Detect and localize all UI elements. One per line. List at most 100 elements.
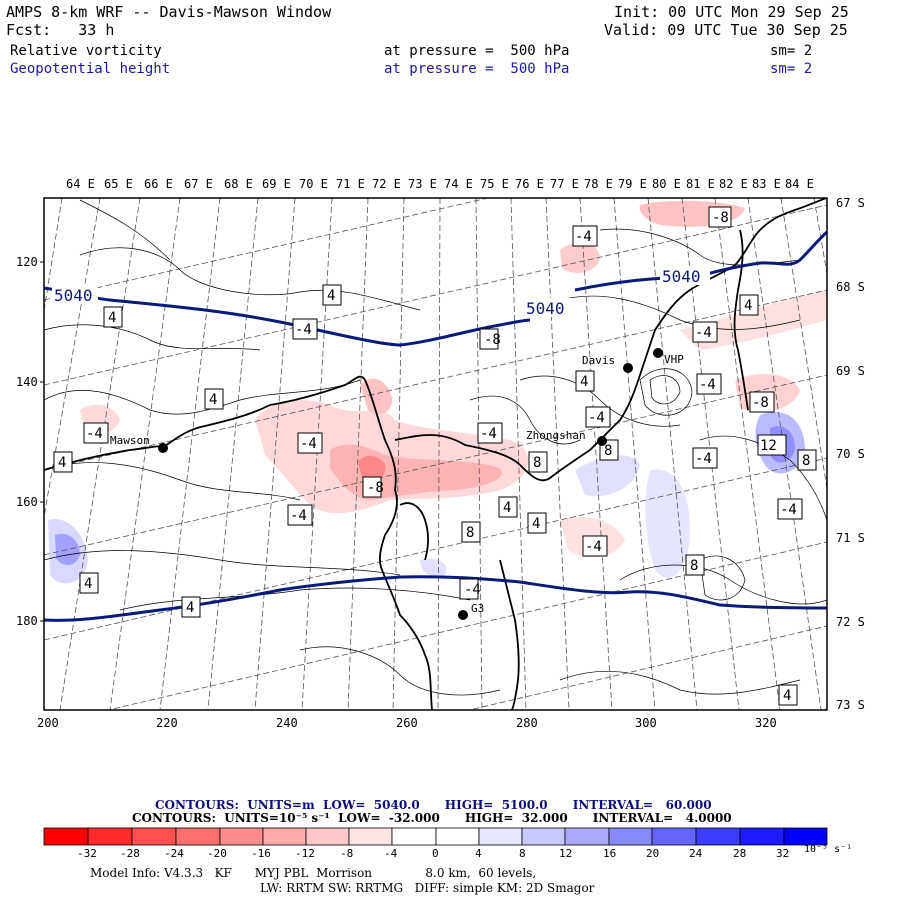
svg-text:-4: -4 [699,377,716,393]
svg-text:-4: -4 [695,325,712,341]
y-tick: 180 [16,614,38,628]
colorbar-ticks: -32 -28 -24 -20 -16 -12 -8 -4 0 4 8 12 1… [77,844,852,860]
colorbar-tick: -32 [77,847,97,860]
height-label: 5040 [526,299,565,318]
model-info-line2: LW: RRTM SW: RRTMG DIFF: simple KM: 2D S… [260,881,595,895]
colorbar-swatch [348,827,393,846]
lat-label: 69 S [836,364,865,378]
lat-label: 72 S [836,615,865,629]
contour-label: 8 [528,451,548,473]
lon-label: 64 E [66,177,95,191]
x-tick: 200 [37,716,59,730]
svg-text:-4: -4 [588,410,605,426]
svg-text:-4: -4 [86,426,103,442]
colorbar-swatch [651,827,697,846]
colorbar-unit: 10⁻⁵ s⁻¹ [804,844,852,855]
colorbar-swatch [478,827,523,846]
colorbar-swatch [262,827,307,846]
field1-level: at pressure = 500 hPa [384,43,570,59]
colorbar-tick: 28 [733,847,746,860]
colorbar-swatch [783,827,828,846]
stations: Mawson Davis VHP Zhongshan G3 [110,348,684,620]
colorbar-swatch [219,827,264,846]
contour-label: -4 [83,422,109,444]
station-label: Davis [582,354,615,367]
lat-label: 67 S [836,196,865,210]
contour-label: 4 [575,370,595,392]
svg-text:4: 4 [327,288,335,304]
colorbar-tick: -8 [340,847,353,860]
field2-name: Geopotential height [10,61,171,77]
lon-label: 78 E [584,177,613,191]
svg-text:4: 4 [744,298,752,314]
svg-text:8: 8 [690,558,698,574]
contour-label: -4 [692,321,718,343]
colorbar-tick: -28 [120,847,140,860]
contour-label: 4 [181,596,201,618]
colorbar-tick: 24 [689,847,703,860]
lon-label: 77 E [550,177,579,191]
lon-label: 65 E [104,177,133,191]
contour-label: -4 [582,535,608,557]
station-dot [623,363,633,373]
svg-text:-4: -4 [695,451,712,467]
svg-text:-4: -4 [300,436,317,452]
map-frame [43,197,828,711]
svg-text:8: 8 [533,455,541,471]
colorbar-swatch [305,827,350,846]
contour-label: -4 [477,422,503,444]
lon-label: 74 E [444,177,473,191]
colorbar-swatch [564,827,610,846]
lon-label: 75 E [480,177,509,191]
color-bar [43,827,828,846]
svg-text:-4: -4 [464,582,481,598]
lon-label: 76 E [515,177,544,191]
height-contour [44,286,531,347]
svg-text:12: 12 [760,438,777,454]
vorticity-contour-legend: CONTOURS: UNITS=10⁻⁵ s⁻¹ LOW= -32.000 HI… [132,811,732,825]
colorbar-tick: -12 [295,847,315,860]
height-contours [44,230,827,622]
svg-text:-4: -4 [480,426,497,442]
station-label: VHP [664,353,684,366]
station-dot [597,436,607,446]
lat-label: 71 S [836,531,865,545]
x-tick: 220 [156,716,178,730]
height-label: 5040 [54,286,93,305]
pos-vorticity-patch [645,469,690,578]
colorbar-swatch [608,827,653,846]
lon-label: 84 E [785,177,814,191]
left-grid-ticks: 120 140 160 180 [16,255,38,628]
contour-label: 4 [103,306,123,328]
contour-label: -8 [749,391,775,413]
station-dot [458,610,468,620]
field2-level: at pressure = 500 hPa [384,61,570,77]
svg-text:4: 4 [532,516,540,532]
svg-text:4: 4 [84,576,92,592]
svg-text:8: 8 [466,525,474,541]
colorbar-swatch [435,827,480,846]
contour-label: -4 [459,578,481,600]
y-tick: 160 [16,495,38,509]
svg-text:-8: -8 [712,210,729,226]
station-label: Zhongshan [526,429,586,442]
colorbar-swatch [521,827,566,846]
neg-vorticity-patch [560,242,600,273]
colorbar-tick: -4 [384,847,398,860]
colorbar-tick: 8 [519,847,526,860]
colorbar-tick: -20 [207,847,227,860]
y-tick: 140 [16,375,38,389]
contour-label: -4 [585,406,611,428]
field1-name: Relative vorticity [10,43,162,59]
colorbar-tick: 32 [776,847,789,860]
colorbar-swatch [43,827,89,846]
x-tick: 300 [635,716,657,730]
colorbar-tick: 4 [475,847,482,860]
lat-label: 73 S [836,698,865,712]
contour-label: 4 [527,512,547,534]
svg-text:4: 4 [58,455,66,471]
lon-label: 82 E [719,177,748,191]
colorbar-swatch [131,827,177,846]
graticule [44,198,827,710]
